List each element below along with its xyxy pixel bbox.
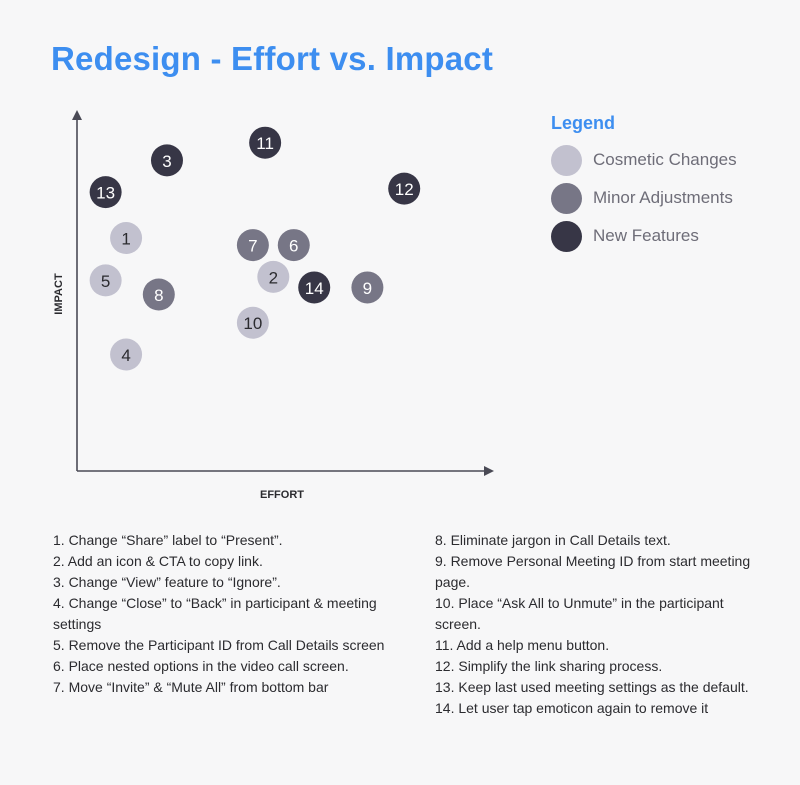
data-point-label: 4 (121, 346, 130, 365)
note-item-7: 7. Move “Invite” & “Mute All” from botto… (53, 679, 329, 695)
data-point-11: 11 (249, 126, 282, 159)
note-item-4: 4. Change “Close” to “Back” in participa… (53, 595, 377, 632)
x-axis-arrow-icon (484, 466, 494, 476)
data-point-14: 14 (298, 271, 331, 304)
legend-label: New Features (593, 226, 699, 245)
data-point-label: 10 (243, 314, 262, 333)
data-point-3: 3 (150, 144, 183, 177)
data-point-1: 1 (110, 222, 143, 255)
notes-list-right: 8. Eliminate jargon in Call Details text… (435, 530, 765, 719)
note-item-14: 14. Let user tap emoticon again to remov… (435, 700, 709, 716)
note-item-13: 13. Keep last used meeting settings as t… (435, 679, 749, 695)
data-point-marker (142, 278, 175, 311)
data-point-marker (351, 271, 384, 304)
data-point-12: 12 (388, 172, 421, 205)
note-item-10: 10. Place “Ask All to Unmute” in the par… (435, 595, 724, 632)
data-point-label: 6 (289, 237, 298, 256)
data-point-label: 1 (121, 230, 130, 249)
data-point-4: 4 (110, 338, 143, 371)
page-title: Redesign - Effort vs. Impact (51, 40, 494, 77)
legend-swatch (551, 144, 582, 176)
data-point-marker (236, 306, 269, 339)
legend-title: Legend (551, 113, 616, 133)
y-axis-arrow-icon (72, 110, 82, 120)
data-point-8: 8 (142, 278, 175, 311)
data-point-label: 7 (248, 237, 257, 256)
note-item-9: 9. Remove Personal Meeting ID from start… (435, 553, 751, 590)
data-point-label: 8 (154, 286, 163, 305)
data-point-label: 3 (162, 152, 171, 171)
legend-label: Minor Adjustments (593, 188, 733, 207)
data-point-label: 12 (395, 180, 414, 199)
notes-list-left: 1. Change “Share” label to “Present”. 2.… (53, 530, 393, 698)
data-point-label: 11 (256, 134, 274, 153)
data-point-marker (277, 229, 310, 262)
data-point-marker (236, 229, 269, 262)
data-point-marker (89, 264, 122, 297)
data-point-marker (388, 172, 421, 205)
note-item-1: 1. Change “Share” label to “Present”. (53, 532, 283, 548)
data-point-label: 2 (269, 268, 278, 287)
x-axis-label: EFFORT (260, 489, 304, 501)
legend-swatch (551, 182, 582, 214)
data-point-label: 14 (305, 279, 324, 298)
data-point-7: 7 (236, 229, 269, 262)
data-point-marker (110, 338, 143, 371)
data-point-marker (110, 222, 143, 255)
note-item-5: 5. Remove the Participant ID from Call D… (53, 637, 385, 653)
legend-swatch (551, 220, 582, 252)
data-point-10: 10 (236, 306, 269, 339)
data-point-label: 13 (96, 184, 115, 203)
data-point-6: 6 (277, 229, 310, 262)
data-point-marker (150, 144, 183, 177)
data-point-9: 9 (351, 271, 384, 304)
note-item-12: 12. Simplify the link sharing process. (435, 658, 663, 674)
data-point-marker (89, 176, 122, 209)
data-point-label: 5 (101, 272, 110, 291)
note-item-8: 8. Eliminate jargon in Call Details text… (435, 532, 671, 548)
legend-item-new-features: New Features (551, 217, 791, 255)
data-point-marker (249, 126, 282, 159)
legend-item-cosmetic-changes: Cosmetic Changes (551, 141, 791, 179)
note-item-6: 6. Place nested options in the video cal… (53, 658, 349, 674)
y-axis-label: IMPACT (53, 273, 65, 315)
data-point-2: 2 (257, 260, 290, 293)
legend-label: Cosmetic Changes (593, 150, 737, 169)
data-point-label: 9 (363, 279, 372, 298)
note-item-2: 2. Add an icon & CTA to copy link. (53, 553, 263, 569)
data-point-marker (298, 271, 331, 304)
legend-item-minor-adjustments: Minor Adjustments (551, 179, 791, 217)
data-point-marker (257, 260, 290, 293)
data-point-5: 5 (89, 264, 122, 297)
legend: Legend Cosmetic Changes Minor Adjustment… (551, 113, 791, 255)
note-item-11: 11. Add a help menu button. (435, 637, 610, 653)
data-point-13: 13 (89, 176, 122, 209)
note-item-3: 3. Change “View” feature to “Ignore”. (53, 574, 281, 590)
